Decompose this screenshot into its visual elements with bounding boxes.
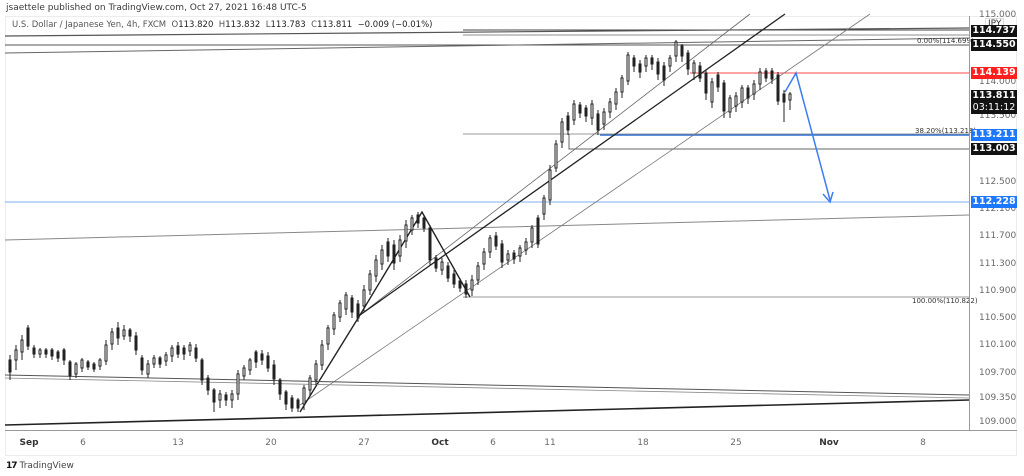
price-tick: 109.700 <box>979 368 1017 378</box>
price-tag-113003: 113.003 <box>971 143 1017 155</box>
symbol-legend: U.S. Dollar / Japanese Yen, 4h, FXCM O11… <box>12 20 433 30</box>
price-tick: 112.500 <box>979 177 1017 187</box>
price-tick: 109.000 <box>979 417 1017 427</box>
time-tick: Sep <box>19 438 39 448</box>
tradingview-brand: TradingView <box>19 461 74 471</box>
candlesticks <box>8 40 792 412</box>
mid-trendline <box>4 214 970 241</box>
open-value: 113.820 <box>178 20 214 30</box>
tradingview-logo-icon: 17 <box>6 461 17 471</box>
upper-long-trendline <box>4 37 970 54</box>
time-tick: 20 <box>265 438 277 448</box>
level-line-113003 <box>568 134 969 150</box>
price-tick: 110.100 <box>979 340 1017 350</box>
price-tick: 111.300 <box>979 259 1017 269</box>
price-tick: 112.100 <box>979 204 1017 214</box>
bar-countdown-timer: 03:11:12 <box>971 102 1017 114</box>
fib-label-100: 100.00%(110.822) <box>912 297 978 305</box>
price-tag-112228: 112.228 <box>971 196 1017 208</box>
price-tick: 111.700 <box>979 231 1017 241</box>
tradingview-footer[interactable]: 17 TradingView <box>6 461 74 471</box>
price-tick: 109.350 <box>979 393 1017 403</box>
price-tag-113211: 113.211 <box>971 129 1017 141</box>
support-line-2 <box>4 377 970 399</box>
arrow-head-icon <box>822 191 834 204</box>
low-value: 113.783 <box>270 20 306 30</box>
symbol-description: U.S. Dollar / Japanese Yen, 4h, FXCM <box>12 20 167 30</box>
price-tick: 113.500 <box>979 111 1017 121</box>
price-tag-114139: 114.139 <box>971 67 1017 79</box>
time-tick: 13 <box>172 438 184 448</box>
time-axis[interactable] <box>5 430 1017 431</box>
time-tick: 11 <box>544 438 556 448</box>
time-tick: 6 <box>80 438 86 448</box>
time-tick: 27 <box>358 438 370 448</box>
bottom-trendline <box>4 399 970 426</box>
publish-info: jsaettele published on TradingView.com, … <box>6 3 307 13</box>
fib-label-382: 38.20%(113.218) <box>915 127 977 135</box>
time-tick: 18 <box>637 438 649 448</box>
price-tag-114737: 114.737 <box>971 25 1017 37</box>
channel-median-line <box>359 13 786 316</box>
abc-pattern-lines <box>299 210 471 413</box>
time-tick: Oct <box>431 438 449 448</box>
price-axis[interactable] <box>969 16 970 430</box>
change-value: −0.009 (−0.01%) <box>357 20 433 30</box>
time-tick: Nov <box>819 438 839 448</box>
fib-label-0: 0.00%(114.699) <box>917 37 974 45</box>
price-tag-114550: 114.550 <box>971 39 1017 51</box>
time-tick: 25 <box>730 438 742 448</box>
projection-arrow <box>784 71 831 201</box>
price-tick: 115.000 <box>979 10 1017 20</box>
chart-frame[interactable] <box>5 16 1017 456</box>
resistance-trendline-top <box>4 27 970 37</box>
close-value: 113.811 <box>317 20 353 30</box>
price-tag-current: 113.811 <box>971 90 1017 102</box>
channel-lower-line <box>299 13 871 406</box>
high-value: 113.832 <box>225 20 261 30</box>
time-tick: 6 <box>490 438 496 448</box>
time-tick: 8 <box>920 438 926 448</box>
price-tick: 114.000 <box>979 77 1017 87</box>
price-tick: 110.500 <box>979 313 1017 323</box>
price-tick: 110.900 <box>979 286 1017 296</box>
support-line-1 <box>4 374 970 396</box>
